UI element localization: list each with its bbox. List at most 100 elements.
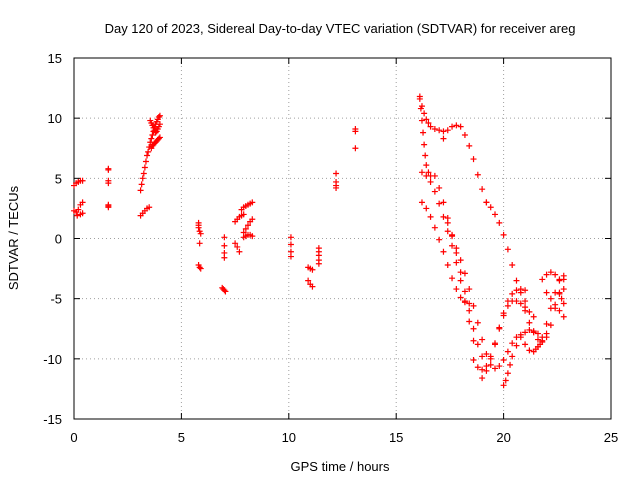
data-point: [309, 283, 316, 290]
data-point: [197, 265, 204, 272]
data-point: [79, 199, 86, 206]
data-point: [487, 361, 494, 368]
data-point: [221, 242, 228, 249]
data-point: [440, 213, 447, 220]
y-tick-label: 15: [48, 51, 62, 66]
data-point: [556, 307, 563, 314]
data-point: [155, 113, 162, 120]
series-arc-04: [105, 165, 112, 187]
data-point: [453, 259, 460, 266]
data-points: [71, 93, 567, 389]
data-point: [474, 341, 481, 348]
data-point: [543, 320, 550, 327]
data-point: [242, 225, 249, 232]
data-point: [436, 127, 443, 134]
data-point: [79, 210, 86, 217]
data-point: [144, 152, 151, 159]
x-tick-label: 15: [389, 430, 403, 445]
data-point: [526, 326, 533, 333]
data-point: [504, 348, 511, 355]
data-point: [141, 164, 148, 171]
data-point: [534, 336, 541, 343]
x-axis-ticks: 0 5 10 15 20 25: [70, 58, 618, 445]
data-point: [427, 213, 434, 220]
x-tick-label: 0: [70, 430, 77, 445]
data-point: [522, 287, 529, 294]
data-point: [500, 382, 507, 389]
data-point: [315, 260, 322, 267]
series-arc-25: [352, 125, 359, 152]
data-point: [509, 353, 516, 360]
data-point: [500, 357, 507, 364]
series-arc-30: [418, 199, 473, 307]
data-point: [558, 295, 565, 302]
data-point: [539, 276, 546, 283]
data-point: [470, 357, 477, 364]
data-point: [444, 228, 451, 235]
data-point: [483, 367, 490, 374]
data-point: [79, 177, 86, 184]
data-point: [196, 240, 203, 247]
data-point: [513, 287, 520, 294]
data-point: [487, 355, 494, 362]
data-point: [517, 289, 524, 296]
series-arc-23: [315, 245, 322, 267]
data-point: [105, 180, 112, 187]
data-point: [287, 234, 294, 241]
data-point: [427, 123, 434, 130]
x-tick-label: 5: [178, 430, 185, 445]
data-point: [560, 286, 567, 293]
data-point: [552, 301, 559, 308]
series-arc-01: [71, 177, 86, 189]
data-point: [420, 129, 427, 136]
data-point: [457, 123, 464, 130]
series-arc-13: [219, 284, 229, 295]
data-point: [457, 294, 464, 301]
data-point: [416, 93, 423, 100]
data-point: [418, 117, 425, 124]
series-arc-22: [305, 264, 316, 273]
data-point: [449, 242, 456, 249]
data-point: [556, 290, 563, 297]
data-point: [436, 200, 443, 207]
data-point: [522, 341, 529, 348]
y-tick-label: 0: [55, 232, 62, 247]
y-tick-label: -5: [50, 292, 62, 307]
data-point: [492, 365, 499, 372]
grid: [74, 58, 611, 419]
data-point: [560, 313, 567, 320]
data-point: [466, 300, 473, 307]
series-arc-39: [539, 269, 567, 293]
data-point: [147, 139, 154, 146]
data-point: [249, 233, 256, 240]
data-point: [466, 307, 473, 314]
series-arc-21: [305, 277, 316, 290]
data-point: [422, 152, 429, 159]
series-arc-08: [148, 134, 163, 152]
data-point: [526, 319, 533, 326]
y-axis-label: SDTVAR / TECUs: [6, 185, 21, 290]
data-point: [449, 275, 456, 282]
data-point: [470, 302, 477, 309]
series-arc-20: [287, 234, 294, 260]
data-point: [137, 187, 144, 194]
data-point: [352, 145, 359, 152]
data-point: [470, 337, 477, 344]
data-point: [537, 341, 544, 348]
data-point: [305, 277, 312, 284]
data-point: [149, 132, 156, 139]
data-point: [196, 264, 203, 271]
series-arc-40: [543, 289, 567, 320]
data-point: [479, 336, 486, 343]
data-point: [221, 234, 228, 241]
data-point: [539, 337, 546, 344]
data-point: [496, 363, 503, 370]
data-point: [425, 119, 432, 126]
data-point: [509, 261, 516, 268]
data-point: [500, 312, 507, 319]
data-point: [504, 246, 511, 253]
data-point: [487, 204, 494, 211]
series-arc-12: [196, 240, 203, 247]
